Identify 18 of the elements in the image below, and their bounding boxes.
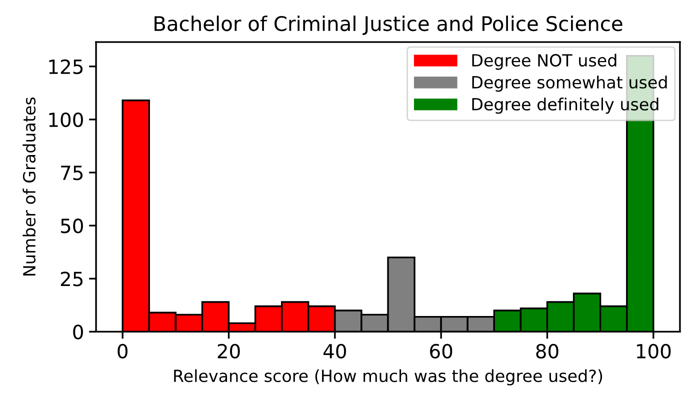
y-tick-label: 50 <box>61 218 83 234</box>
x-tick-label: 40 <box>323 344 346 359</box>
y-tick-label: 25 <box>60 272 83 286</box>
x-tick-label: 60 <box>430 344 452 359</box>
x-tick-label: 0 <box>118 344 128 359</box>
y-tick-label: 100 <box>49 112 83 128</box>
y-tick-label: 125 <box>49 59 83 74</box>
y-tick-label: 0 <box>73 324 83 340</box>
x-tick-label: 80 <box>536 344 558 359</box>
legend-label: Degree NOT used <box>472 54 616 70</box>
y-tick-label: 75 <box>61 166 83 180</box>
legend-label: Degree somewhat used <box>472 76 667 92</box>
x-tick-label: 20 <box>218 344 240 359</box>
y-axis-title: Number of Graduates <box>22 97 36 276</box>
legend-label: Degree definitely used <box>472 98 658 114</box>
x-tick-label: 100 <box>636 344 671 359</box>
x-axis-title: Relevance score (How much was the degree used?) <box>174 369 602 386</box>
chart-title: Bachelor of Criminal Justice and Police Science <box>154 16 622 35</box>
